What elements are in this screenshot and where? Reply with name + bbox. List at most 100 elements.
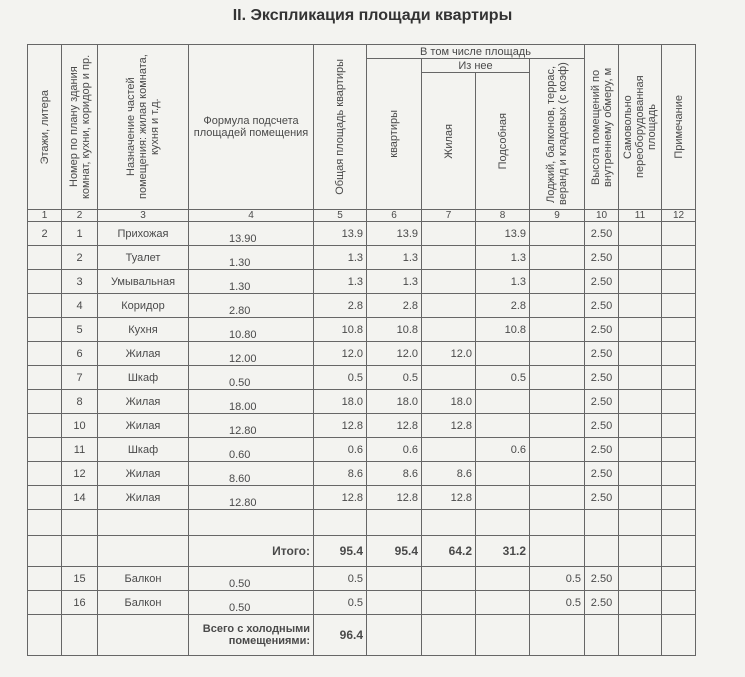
empty-cell bbox=[475, 509, 530, 536]
cell-total: 8.6 bbox=[313, 461, 367, 486]
cell-height: 2.50 bbox=[584, 461, 619, 486]
empty-cell bbox=[661, 590, 696, 615]
cell-living: 12.0 bbox=[421, 341, 476, 366]
cell-apt: 12.8 bbox=[366, 485, 422, 510]
empty-cell bbox=[661, 614, 696, 656]
cell-no: 12 bbox=[61, 461, 98, 486]
cell-height: 2.50 bbox=[584, 245, 619, 270]
empty-cell bbox=[27, 614, 62, 656]
empty-cell bbox=[661, 221, 696, 246]
empty-cell bbox=[661, 245, 696, 270]
table-row: 2 Туалет 1.30 1.3 1.3 1.3 2.50 bbox=[27, 245, 696, 270]
table-row: 6 Жилая 12.00 12.0 12.0 12.0 2.50 bbox=[27, 341, 696, 366]
cell-aux bbox=[475, 389, 530, 414]
page-title: II. Экспликация площади квартиры bbox=[232, 7, 513, 24]
empty-cell bbox=[475, 614, 530, 656]
empty-cell bbox=[661, 365, 696, 390]
column-number: 11 bbox=[618, 209, 662, 222]
cell-aux bbox=[475, 341, 530, 366]
cell-total: 1.3 bbox=[313, 269, 367, 294]
column-number: 12 bbox=[661, 209, 696, 222]
empty-cell bbox=[27, 590, 62, 615]
empty-cell bbox=[661, 461, 696, 486]
cell-formula: 1.30 bbox=[188, 269, 314, 294]
cell-height: 2.50 bbox=[584, 341, 619, 366]
empty-cell bbox=[188, 509, 314, 536]
cell-height: 2.50 bbox=[584, 485, 619, 510]
table-row: 2 1 Прихожая 13.90 13.9 13.9 13.9 2.50 bbox=[27, 221, 696, 246]
empty-cell bbox=[366, 509, 422, 536]
cell-floor bbox=[27, 389, 62, 414]
cell-balc bbox=[529, 269, 585, 294]
empty-cell bbox=[529, 535, 585, 567]
cell-height: 2.50 bbox=[584, 566, 619, 591]
empty-cell bbox=[618, 535, 662, 567]
cell-balc bbox=[529, 341, 585, 366]
cell-total: 10.8 bbox=[313, 317, 367, 342]
cold-room-row: 15 Балкон 0.50 0.5 0.5 2.50 bbox=[27, 566, 696, 591]
empty-cell bbox=[421, 590, 476, 615]
column-number: 6 bbox=[366, 209, 422, 222]
cell-name: Туалет bbox=[97, 245, 189, 270]
header-note: Примечание bbox=[672, 95, 685, 159]
cell-total: 12.8 bbox=[313, 413, 367, 438]
cell-floor bbox=[27, 485, 62, 510]
empty-cell bbox=[27, 535, 62, 567]
empty-cell bbox=[61, 535, 98, 567]
cell-aux: 0.6 bbox=[475, 437, 530, 462]
cell-name: Жилая bbox=[97, 389, 189, 414]
cell-no: 11 bbox=[61, 437, 98, 462]
cell-apt: 18.0 bbox=[366, 389, 422, 414]
cell-floor bbox=[27, 341, 62, 366]
cell-formula: 0.60 bbox=[188, 437, 314, 462]
empty-cell bbox=[618, 413, 662, 438]
empty-cell bbox=[661, 269, 696, 294]
empty-cell bbox=[313, 509, 367, 536]
cell-living bbox=[421, 293, 476, 318]
column-number: 4 bbox=[188, 209, 314, 222]
cell-balc bbox=[529, 389, 585, 414]
empty-cell bbox=[97, 509, 189, 536]
empty-cell bbox=[97, 535, 189, 567]
cell-formula: 0.50 bbox=[188, 365, 314, 390]
cell-no: 6 bbox=[61, 341, 98, 366]
empty-cell bbox=[661, 413, 696, 438]
empty-cell bbox=[661, 437, 696, 462]
empty-cell bbox=[584, 509, 619, 536]
cell-floor bbox=[27, 437, 62, 462]
column-number: 2 bbox=[61, 209, 98, 222]
grand-total-row: Всего с холодными помещениями: 96.4 bbox=[27, 614, 696, 656]
cell-aux: 0.5 bbox=[475, 365, 530, 390]
cell-floor bbox=[27, 365, 62, 390]
cell-formula: 12.80 bbox=[188, 413, 314, 438]
cell-name: Кухня bbox=[97, 317, 189, 342]
cell-floor bbox=[27, 461, 62, 486]
empty-cell bbox=[61, 614, 98, 656]
header-floor: Этажи, литера bbox=[38, 89, 51, 165]
cell-balc: 0.5 bbox=[529, 566, 585, 591]
table-row: 4 Коридор 2.80 2.8 2.8 2.8 2.50 bbox=[27, 293, 696, 318]
cell-no: 10 bbox=[61, 413, 98, 438]
subtotal-apt: 95.4 bbox=[366, 535, 422, 567]
cell-balc bbox=[529, 437, 585, 462]
cell-floor bbox=[27, 269, 62, 294]
cell-no: 2 bbox=[61, 245, 98, 270]
cell-total: 0.5 bbox=[313, 590, 367, 615]
cell-apt: 1.3 bbox=[366, 245, 422, 270]
empty-cell bbox=[618, 269, 662, 294]
header-living: Жилая bbox=[442, 123, 455, 159]
cell-apt: 12.0 bbox=[366, 341, 422, 366]
empty-cell bbox=[618, 317, 662, 342]
cell-formula: 10.80 bbox=[188, 317, 314, 342]
empty-cell bbox=[661, 341, 696, 366]
cell-living: 18.0 bbox=[421, 389, 476, 414]
cell-formula: 8.60 bbox=[188, 461, 314, 486]
cell-height: 2.50 bbox=[584, 389, 619, 414]
column-number: 3 bbox=[97, 209, 189, 222]
table-row: 12 Жилая 8.60 8.6 8.6 8.6 2.50 bbox=[27, 461, 696, 486]
empty-cell bbox=[661, 317, 696, 342]
cell-aux: 10.8 bbox=[475, 317, 530, 342]
cell-name: Жилая bbox=[97, 413, 189, 438]
empty-cell bbox=[584, 614, 619, 656]
subtotal-label: Итого: bbox=[188, 535, 314, 567]
